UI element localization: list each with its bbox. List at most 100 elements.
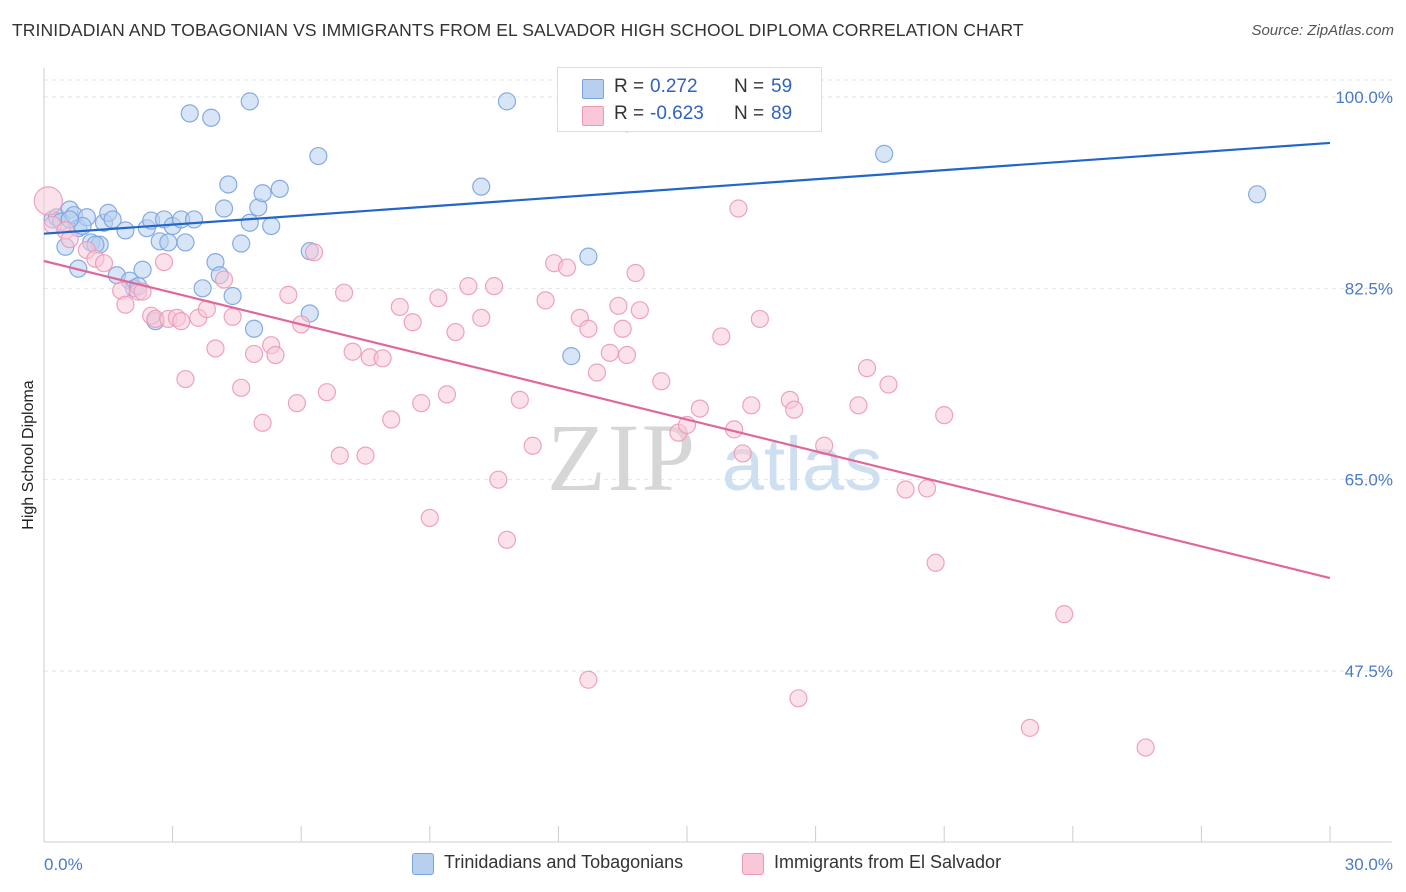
r-label: R = [614, 103, 645, 124]
salvador-point [343, 342, 362, 361]
axes [43, 68, 1392, 843]
salvador-point [935, 406, 954, 425]
trinidadian-point [202, 108, 221, 127]
legend-label: Trinidadians and Tobagonians [444, 852, 684, 872]
salvador-trend-line [43, 259, 1331, 580]
trinidadian-point [472, 177, 491, 196]
n-value: 89 [771, 103, 793, 124]
salvador-point [729, 199, 748, 218]
salvador-point [154, 252, 174, 272]
salvador-point [330, 446, 349, 465]
salvador-point [232, 378, 251, 397]
trinidadian-point [240, 213, 259, 232]
trinidadian-point [176, 233, 195, 252]
trinidadian-point [232, 234, 251, 253]
salvador-point [60, 230, 79, 249]
trinidadian-point [219, 175, 238, 194]
correlation-legend: R = 0.272 N = 59 R = -0.623 N = 89 [557, 67, 822, 132]
salvador-point [33, 186, 63, 216]
salvador-point [609, 296, 628, 315]
salvador-point [733, 444, 752, 463]
salvador-point [214, 270, 234, 289]
salvador-point [789, 689, 808, 708]
y-tick-label: 82.5% [1345, 279, 1393, 298]
salvador-point [172, 312, 191, 331]
salvador-point [497, 530, 517, 549]
y-tick-label: 100.0% [1335, 88, 1393, 107]
salvador-point [613, 319, 632, 338]
salvador-point [304, 243, 324, 262]
legend-swatch-blue [412, 853, 434, 875]
watermark-atlas: atlas [722, 422, 883, 507]
salvador-point [244, 344, 264, 364]
salvador-point [652, 372, 671, 391]
salvador-point [459, 277, 478, 296]
salvador-point [472, 308, 491, 327]
salvador-point [926, 553, 945, 572]
salvador-point [1055, 605, 1074, 624]
salvador-point [94, 254, 114, 273]
salvador-point [879, 375, 898, 394]
salvador-point [1136, 738, 1155, 757]
legend-swatch-blue [582, 79, 604, 99]
salvador-point [437, 385, 457, 404]
salvador-point [742, 396, 761, 415]
salvador-point [510, 390, 529, 409]
salvador-point [356, 446, 375, 465]
chart-source: Source: ZipAtlas.com [1251, 22, 1394, 39]
salvador-point [896, 480, 915, 499]
trinidadian-point [240, 92, 259, 111]
salvador-point [917, 479, 937, 498]
trinidadian-point [875, 144, 894, 163]
r-value: -0.623 [650, 103, 704, 124]
r-label: R = [614, 76, 645, 97]
tick-labels: 100.0% 82.5% 65.0% 47.5% 0.0% 30.0% [44, 88, 1393, 874]
salvador-point [785, 400, 804, 419]
trinidadian-point [159, 233, 178, 252]
salvador-point [523, 436, 542, 455]
watermark: ZIP atlas [547, 404, 882, 511]
gridlines [44, 79, 1392, 672]
salvador-point [223, 307, 242, 326]
trinidadian-point [184, 210, 204, 229]
salvador-point [403, 313, 422, 332]
salvador-point [382, 410, 401, 429]
salvador-point [420, 508, 439, 528]
salvador-point [176, 369, 195, 389]
salvador-point [712, 327, 731, 346]
trinidadian-point [562, 347, 581, 366]
salvador-point [557, 258, 577, 277]
salvador-point [579, 319, 598, 338]
trinidadian-point [262, 216, 281, 236]
n-label: N = [734, 103, 765, 124]
salvador-point [279, 285, 298, 304]
salvador-point [116, 295, 135, 314]
n-value: 59 [771, 76, 793, 97]
trinidadian-point [253, 184, 272, 203]
legend-label: Immigrants from El Salvador [774, 852, 1002, 872]
y-tick-label: 47.5% [1345, 662, 1393, 681]
salvador-point [857, 359, 877, 378]
salvador-point [630, 301, 649, 320]
legend-swatch-pink [582, 106, 604, 126]
salvador-point [253, 413, 272, 432]
salvador-point [849, 396, 868, 415]
n-label: N = [734, 76, 765, 97]
salvador-point [617, 345, 637, 365]
salvador-point [536, 291, 555, 310]
y-tick-label: 65.0% [1345, 471, 1393, 490]
salvador-point [690, 399, 709, 418]
trinidadian-point [133, 260, 152, 279]
trinidadian-point [497, 92, 517, 111]
salvador-point [334, 283, 354, 302]
salvador-point [287, 394, 307, 413]
trend-lines [43, 141, 1331, 580]
x-tick-label: 30.0% [1345, 855, 1393, 874]
watermark-zip: ZIP [547, 404, 697, 511]
salvador-point [266, 345, 285, 365]
trinidadian-point [193, 279, 212, 298]
trinidadian-trend-line [43, 141, 1331, 235]
trinidadian-point [214, 199, 234, 218]
salvador-point [587, 363, 607, 382]
salvador-point [373, 349, 392, 368]
